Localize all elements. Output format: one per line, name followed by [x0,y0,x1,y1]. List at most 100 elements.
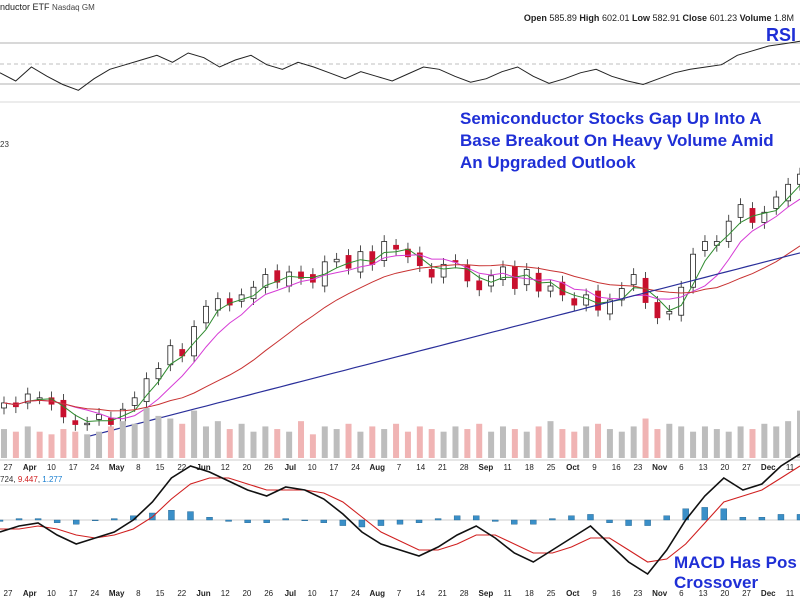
x-tick-label: 26 [264,463,273,472]
high-value: 602.01 [601,13,630,23]
x-tick-label: 13 [699,463,708,472]
headline-annotation: Semiconductor Stocks Gap Up Into A Base … [460,109,774,172]
x-tick-label-macd: 16 [612,589,621,598]
x-tick-label: 14 [416,463,425,472]
volume-bar [250,431,257,458]
volume-bar [511,429,518,458]
macd-panel [0,453,800,576]
volume-bar [713,429,720,458]
volume-bar [309,434,316,458]
macd-histogram-bar [415,519,423,523]
volume-bar [571,431,578,458]
x-tick-label-macd: 28 [460,589,469,598]
candle-body [797,173,800,185]
macd-histogram-bar [511,519,518,525]
macd-histogram-bar [777,514,785,521]
candle-body [785,183,792,202]
x-tick-label-macd: 20 [242,589,251,598]
x-tick-label: 16 [612,463,621,472]
candle-body [476,280,483,291]
macd-histogram-bar [111,518,118,521]
x-tick-label-macd: 20 [720,589,729,598]
exchange-label: Nasdaq GM [52,3,95,12]
x-tick-label-macd: 15 [156,589,165,598]
x-tick-label-macd: 6 [679,589,684,598]
x-tick-label: Apr [23,463,37,472]
macd-histogram-bar [663,515,670,521]
sma-mid-line [3,198,800,420]
volume-bar [666,423,673,458]
x-tick-label: 7 [397,463,402,472]
macd-histogram-bar [472,515,480,521]
macd-annotation: MACD Has Pos Crossover [674,553,797,592]
candle-body [179,349,186,357]
x-tick-label: 24 [90,463,99,472]
macd-histogram-bar [606,519,613,523]
x-tick-label-macd: 11 [786,589,795,598]
candle-body [381,241,388,261]
macd-histogram-bar [625,519,632,526]
macd-histogram-bar [396,519,404,525]
macd-histogram-bar [34,518,42,521]
volume-bar [24,426,31,458]
x-tick-label-macd: 27 [4,589,13,598]
volume-bar [179,423,186,458]
candle-body [725,220,732,242]
macd-histogram-bar [701,507,708,521]
low-value: 582.91 [652,13,681,23]
volume-bar [12,431,19,458]
x-tick-label: 24 [351,463,360,472]
x-tick-label: 28 [460,463,469,472]
x-tick-label-macd: 22 [177,589,186,598]
candle-body [96,413,102,420]
x-tick-label-macd: Sep [479,589,494,598]
macd-legend: 724, 9.447, 1.277 [0,475,63,484]
x-tick-label-macd: 8 [136,589,141,598]
candle-body [345,255,352,269]
x-tick-label: 17 [69,463,78,472]
volume-bar [298,421,305,458]
x-tick-label-macd: Aug [369,589,385,598]
macd-legend-value-3: 1.277 [42,475,63,484]
macd-histogram-bar [434,518,442,521]
volume-bar [416,426,423,458]
candle-body [274,270,281,283]
volume-bar [369,426,376,458]
x-tick-label-macd: 11 [503,589,512,598]
x-tick-label: Nov [652,463,668,472]
volume-bar [36,431,43,458]
volume-bar [357,431,364,458]
candle-body [167,345,174,366]
high-label: High [579,13,600,23]
candle-body [535,272,542,292]
x-tick-label: 23 [633,463,642,472]
candle-body [226,298,233,306]
x-tick-label: 27 [742,463,751,472]
macd-histogram-bar [206,517,213,521]
volume-bar [428,429,435,458]
volume-bar [464,429,471,458]
x-tick-label: 27 [4,463,13,472]
sma-200-line [89,252,800,437]
macd-line [0,453,800,576]
candle-body [583,294,590,306]
candle-body [737,204,744,218]
candle-body [690,253,696,288]
macd-histogram-bar [263,519,270,523]
volume-bar [393,423,400,458]
x-tick-label-macd: May [109,589,125,598]
volume-bar [642,418,649,458]
x-tick-label: 18 [525,463,534,472]
volume-bar [535,426,542,458]
rsi-annotation: RSI [766,25,797,45]
macd-histogram-bar [72,519,80,525]
macd-histogram-bar [644,519,651,526]
x-tick-label: Dec [761,463,776,472]
volume-bar [286,431,293,458]
x-tick-label: 20 [720,463,729,472]
volume-bar [107,426,114,458]
x-tick-label-macd: 9 [592,589,597,598]
volume-bar [155,415,162,458]
macd-histogram-bar [320,519,328,523]
etf-name: nductor ETF [0,2,50,12]
